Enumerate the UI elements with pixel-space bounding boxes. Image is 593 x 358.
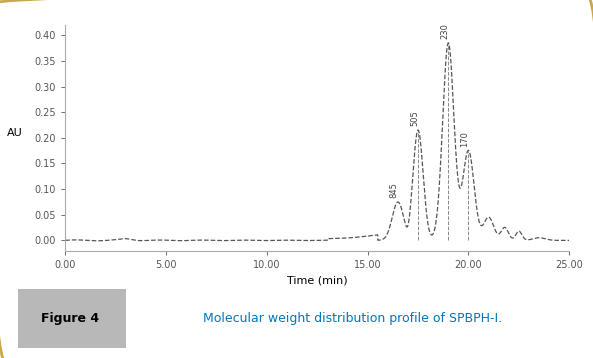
FancyBboxPatch shape <box>12 289 126 348</box>
Text: 230: 230 <box>440 23 449 39</box>
Text: 845: 845 <box>390 182 398 198</box>
Y-axis label: AU: AU <box>7 128 23 138</box>
Text: 505: 505 <box>410 110 419 126</box>
Text: Molecular weight distribution profile of SPBPH-I.: Molecular weight distribution profile of… <box>203 312 502 325</box>
X-axis label: Time (min): Time (min) <box>287 275 347 285</box>
Text: 170: 170 <box>460 131 469 146</box>
Text: Figure 4: Figure 4 <box>40 312 98 325</box>
